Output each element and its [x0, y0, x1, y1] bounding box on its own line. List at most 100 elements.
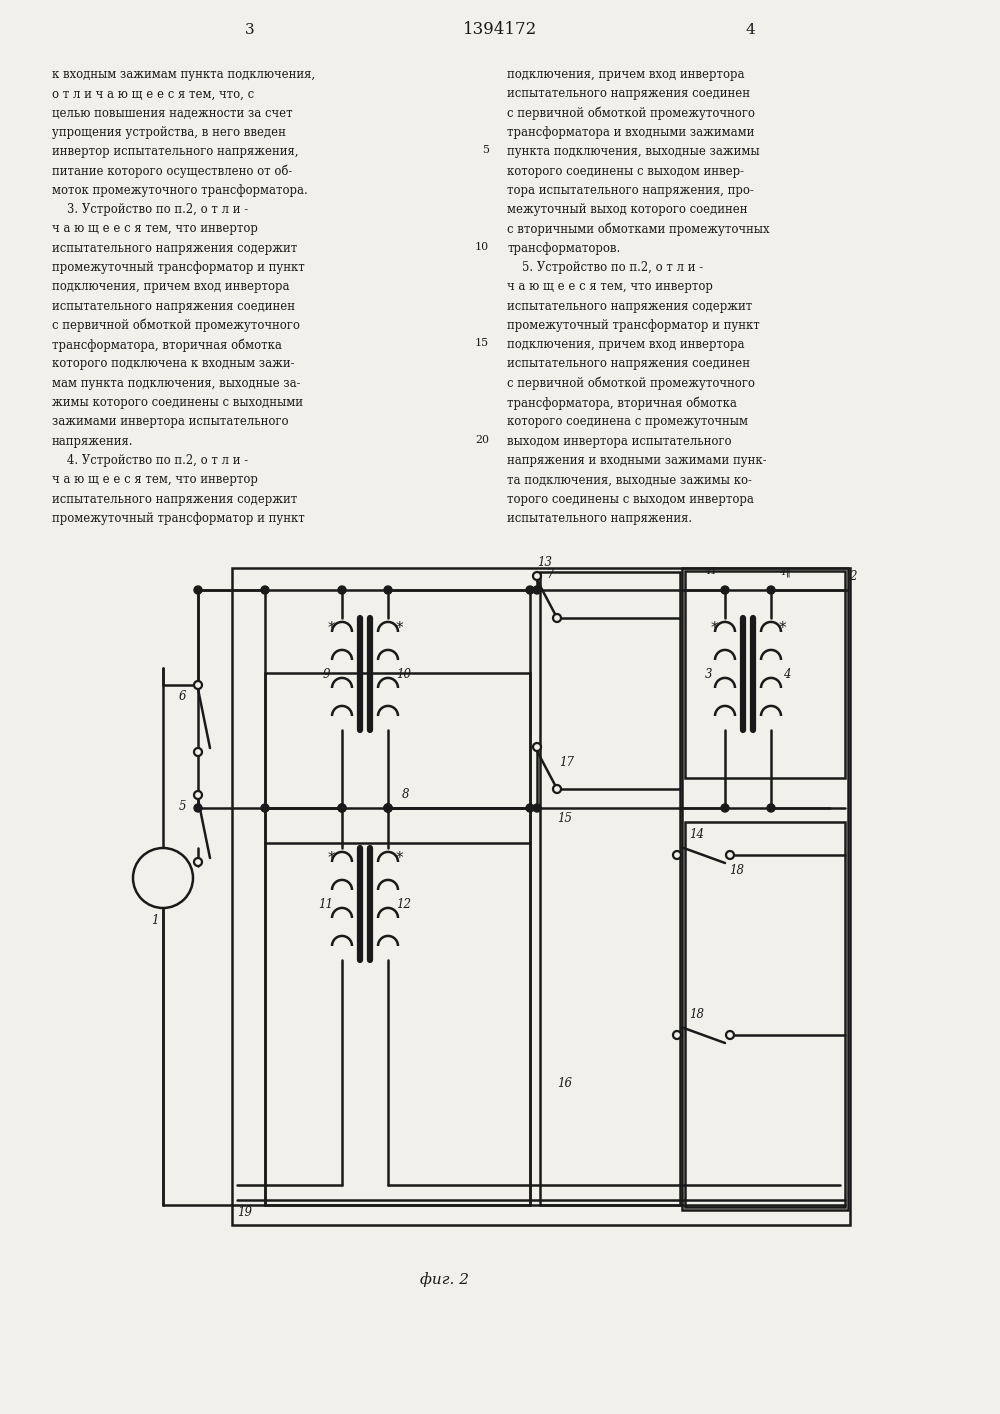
- Bar: [682, 568, 848, 1210]
- Text: промежуточный трансформатор и пункт: промежуточный трансформатор и пункт: [52, 262, 305, 274]
- Circle shape: [338, 585, 346, 594]
- Text: ч а ю щ е е с я тем, что инвертор: ч а ю щ е е с я тем, что инвертор: [52, 222, 258, 235]
- Text: межуточный выход которого соединен: межуточный выход которого соединен: [507, 204, 748, 216]
- Text: мам пункта подключения, выходные за-: мам пункта подключения, выходные за-: [52, 376, 300, 390]
- Circle shape: [553, 614, 561, 622]
- Text: жимы которого соединены с выходными: жимы которого соединены с выходными: [52, 396, 303, 409]
- Text: испытательного напряжения соединен: испытательного напряжения соединен: [507, 358, 750, 370]
- Text: 3: 3: [705, 667, 713, 680]
- Text: торого соединены с выходом инвертора: торого соединены с выходом инвертора: [507, 492, 754, 506]
- Text: напряжения.: напряжения.: [52, 434, 134, 448]
- Text: *: *: [327, 621, 335, 635]
- Circle shape: [673, 851, 681, 858]
- Circle shape: [194, 748, 202, 756]
- Text: 20: 20: [475, 434, 489, 444]
- Text: целью повышения надежности за счет: целью повышения надежности за счет: [52, 106, 293, 120]
- Text: трансформатора, вторичная обмотка: трансформатора, вторичная обмотка: [507, 396, 737, 410]
- Bar: [265, 673, 530, 1205]
- Circle shape: [194, 805, 202, 812]
- Text: *: *: [327, 850, 335, 865]
- Text: испытательного напряжения соединен: испытательного напряжения соединен: [507, 88, 750, 100]
- Text: пункта подключения, выходные зажимы: пункта подключения, выходные зажимы: [507, 146, 760, 158]
- Text: *: *: [395, 621, 403, 635]
- Text: с первичной обмоткой промежуточного: с первичной обмоткой промежуточного: [52, 320, 300, 332]
- Bar: [540, 573, 680, 1205]
- Text: трансформаторов.: трансформаторов.: [507, 242, 620, 255]
- Circle shape: [384, 805, 392, 812]
- Text: 6: 6: [178, 690, 186, 704]
- Circle shape: [194, 682, 202, 689]
- Circle shape: [533, 573, 541, 580]
- Circle shape: [384, 805, 392, 812]
- Circle shape: [726, 1031, 734, 1039]
- Text: ч а ю щ е е с я тем, что инвертор: ч а ю щ е е с я тем, что инвертор: [52, 474, 258, 486]
- Circle shape: [533, 742, 541, 751]
- Text: 15: 15: [558, 812, 572, 824]
- Text: 10: 10: [396, 667, 412, 680]
- Text: выходом инвертора испытательного: выходом инвертора испытательного: [507, 434, 732, 448]
- Text: подключения, причем вход инвертора: подключения, причем вход инвертора: [507, 338, 744, 351]
- Text: 7: 7: [546, 567, 554, 581]
- Text: трансформатора, вторичная обмотка: трансформатора, вторичная обмотка: [52, 338, 282, 352]
- Text: фиг. 2: фиг. 2: [420, 1273, 470, 1287]
- Bar: [232, 568, 850, 1225]
- Text: упрощения устройства, в него введен: упрощения устройства, в него введен: [52, 126, 286, 139]
- Text: 2: 2: [849, 570, 857, 583]
- Circle shape: [384, 805, 392, 812]
- Circle shape: [767, 805, 775, 812]
- Text: 12: 12: [396, 898, 412, 911]
- Text: испытательного напряжения содержит: испытательного напряжения содержит: [52, 242, 297, 255]
- Text: 15: 15: [475, 338, 489, 348]
- Text: 4. Устройство по п.2, о т л и -: 4. Устройство по п.2, о т л и -: [52, 454, 248, 467]
- Text: испытательного напряжения соединен: испытательного напряжения соединен: [52, 300, 295, 312]
- Text: 10: 10: [475, 242, 489, 252]
- Text: 4: 4: [783, 667, 791, 680]
- Text: ч а ю щ е е с я тем, что инвертор: ч а ю щ е е с я тем, что инвертор: [507, 280, 713, 293]
- Text: 5: 5: [178, 800, 186, 813]
- Text: которого соединена с промежуточным: которого соединена с промежуточным: [507, 416, 748, 428]
- Text: 13: 13: [538, 556, 552, 568]
- Text: напряжения и входными зажимами пунк-: напряжения и входными зажимами пунк-: [507, 454, 767, 467]
- Circle shape: [726, 851, 734, 858]
- Text: питание которого осуществлено от об-: питание которого осуществлено от об-: [52, 164, 292, 178]
- Text: 18: 18: [730, 864, 744, 877]
- Circle shape: [533, 805, 541, 812]
- Text: 1: 1: [151, 913, 159, 926]
- Circle shape: [194, 858, 202, 865]
- Circle shape: [673, 1031, 681, 1039]
- Text: подключения, причем вход инвертора: подключения, причем вход инвертора: [52, 280, 290, 293]
- Circle shape: [261, 805, 269, 812]
- Bar: [685, 571, 845, 778]
- Text: с первичной обмоткой промежуточного: с первичной обмоткой промежуточного: [507, 106, 755, 120]
- Circle shape: [194, 585, 202, 594]
- Text: 8: 8: [402, 789, 410, 802]
- Text: 14: 14: [690, 829, 704, 841]
- Circle shape: [526, 585, 534, 594]
- Circle shape: [533, 585, 541, 594]
- Circle shape: [384, 585, 392, 594]
- Text: 4‖: 4‖: [779, 567, 791, 577]
- Text: испытательного напряжения содержит: испытательного напряжения содержит: [52, 492, 297, 506]
- Text: 41: 41: [704, 567, 718, 577]
- Text: испытательного напряжения содержит: испытательного напряжения содержит: [507, 300, 752, 312]
- Circle shape: [553, 785, 561, 793]
- Text: *: *: [778, 621, 786, 635]
- Circle shape: [721, 585, 729, 594]
- Circle shape: [261, 585, 269, 594]
- Text: подключения, причем вход инвертора: подключения, причем вход инвертора: [507, 68, 744, 81]
- Text: которого соединены с выходом инвер-: которого соединены с выходом инвер-: [507, 164, 744, 178]
- Text: к входным зажимам пункта подключения,: к входным зажимам пункта подключения,: [52, 68, 315, 81]
- Circle shape: [721, 805, 729, 812]
- Text: 17: 17: [560, 756, 574, 769]
- Text: трансформатора и входными зажимами: трансформатора и входными зажимами: [507, 126, 754, 139]
- Text: 9: 9: [322, 667, 330, 680]
- Text: промежуточный трансформатор и пункт: промежуточный трансформатор и пункт: [507, 320, 760, 332]
- Text: 3: 3: [245, 23, 255, 37]
- Text: с первичной обмоткой промежуточного: с первичной обмоткой промежуточного: [507, 376, 755, 390]
- Text: которого подключена к входным зажи-: которого подключена к входным зажи-: [52, 358, 294, 370]
- Text: 4: 4: [745, 23, 755, 37]
- Text: 3. Устройство по п.2, о т л и -: 3. Устройство по п.2, о т л и -: [52, 204, 248, 216]
- Text: 5. Устройство по п.2, о т л и -: 5. Устройство по п.2, о т л и -: [507, 262, 703, 274]
- Text: промежуточный трансформатор и пункт: промежуточный трансформатор и пункт: [52, 512, 305, 525]
- Text: 19: 19: [238, 1206, 252, 1219]
